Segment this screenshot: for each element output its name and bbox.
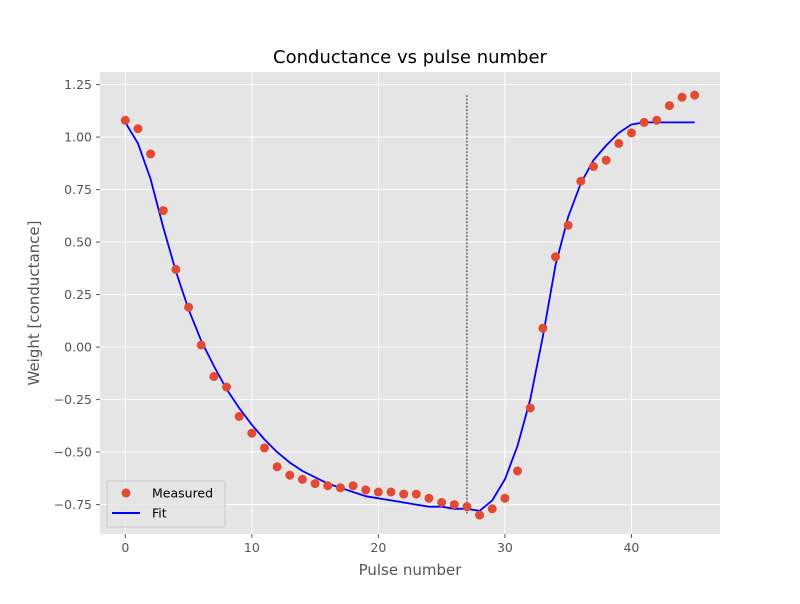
y-tick-label: 0.00 (64, 340, 92, 355)
measured-point (614, 138, 624, 148)
x-axis-label: Pulse number (359, 561, 463, 579)
legend-label-fit: Fit (152, 506, 167, 521)
measured-point (411, 489, 421, 499)
x-tick-label: 30 (497, 540, 513, 555)
measured-point (462, 502, 472, 512)
measured-point (272, 462, 282, 472)
measured-point (563, 220, 573, 230)
measured-point (158, 206, 168, 216)
fit-line (124, 121, 695, 512)
y-axis-ticks: −0.75 −0.50 −0.25 0.00 0.25 0.50 0.75 1.00 1.25 (54, 77, 100, 512)
y-tick-label: 1.25 (64, 77, 92, 92)
measured-point (487, 504, 497, 514)
measured-point (525, 403, 535, 413)
series-layer (120, 90, 700, 520)
x-tick-label: 40 (623, 540, 639, 555)
measured-point (626, 128, 636, 138)
y-tick-label: 0.25 (64, 287, 92, 302)
measured-point (209, 372, 219, 381)
measured-point (285, 470, 295, 480)
measured-point (424, 493, 434, 503)
measured-point (323, 481, 333, 491)
measured-point (171, 264, 181, 274)
y-tick-label: 0.50 (64, 235, 92, 250)
y-tick-label: −0.75 (54, 497, 92, 512)
measured-point (652, 115, 662, 125)
measured-point (222, 382, 232, 392)
measured-point (184, 302, 194, 312)
measured-point (373, 487, 383, 497)
measured-point (677, 92, 687, 102)
measured-point (247, 428, 257, 438)
y-tick-label: −0.25 (54, 392, 92, 407)
x-axis-ticks: 0 10 20 30 40 (121, 534, 639, 555)
measured-point (399, 489, 409, 499)
legend-box (106, 480, 226, 528)
measured-point (259, 443, 269, 453)
measured-point (449, 500, 459, 510)
measured-point (588, 162, 598, 171)
y-tick-label: −0.50 (54, 445, 92, 460)
measured-point (538, 323, 548, 333)
plot-area (100, 72, 720, 534)
legend-marker-measured (121, 488, 131, 498)
x-tick-label: 0 (121, 540, 129, 555)
measured-point (437, 498, 447, 507)
measured-point (500, 493, 510, 503)
measured-point (513, 466, 523, 476)
x-tick-label: 10 (244, 540, 260, 555)
measured-point (297, 474, 307, 484)
y-axis-label: Weight [conductance] (25, 221, 43, 386)
y-tick-label: 1.00 (64, 130, 92, 145)
measured-point (601, 155, 611, 165)
measured-point (196, 340, 206, 350)
legend-label-measured: Measured (152, 486, 213, 501)
chart-title: Conductance vs pulse number (273, 47, 548, 68)
measured-point (348, 481, 358, 491)
measured-point (664, 101, 674, 111)
measured-point (133, 124, 143, 134)
measured-point (310, 479, 320, 489)
measured-point (639, 117, 649, 127)
y-tick-label: 0.75 (64, 182, 92, 197)
measured-point (146, 149, 156, 159)
x-tick-label: 20 (370, 540, 386, 555)
measured-point (386, 487, 396, 497)
measured-point (690, 90, 700, 100)
measured-point (120, 115, 130, 125)
measured-point (234, 411, 244, 421)
measured-point (475, 510, 485, 520)
measured-point (576, 176, 586, 186)
measured-point (335, 483, 345, 493)
legend: Measured Fit (106, 480, 226, 528)
measured-point (361, 485, 371, 495)
measured-point (551, 252, 561, 262)
